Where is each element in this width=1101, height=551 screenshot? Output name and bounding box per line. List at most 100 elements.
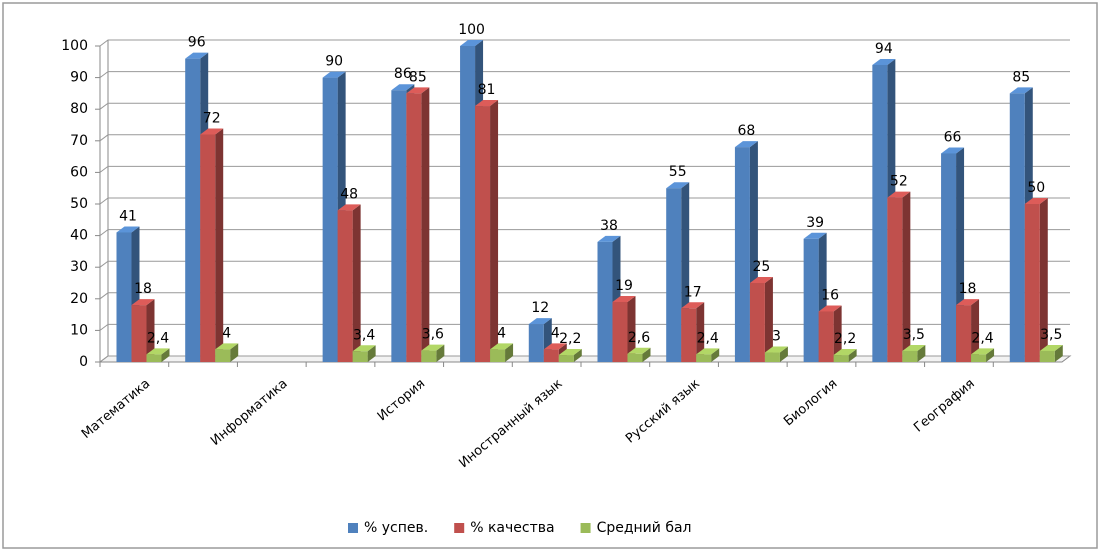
bar-side (711, 348, 720, 362)
bar-side (848, 349, 857, 362)
bar-top (956, 299, 980, 306)
data-label: 17 (684, 284, 702, 300)
bar-top (666, 182, 690, 189)
bar (421, 344, 445, 362)
data-label: 50 (1027, 180, 1045, 196)
data-label: 39 (806, 215, 824, 231)
bar (627, 347, 651, 362)
data-label: 19 (615, 278, 633, 294)
data-label: 55 (669, 164, 687, 180)
bar-front (749, 283, 765, 362)
bar-front (803, 238, 819, 362)
legend: % успев. % качества Средний бал (348, 520, 691, 536)
bar-top (597, 235, 621, 242)
data-label: 41 (119, 208, 137, 224)
bar-front (558, 355, 574, 362)
bar-top (116, 226, 140, 233)
y-tick-label: 40 (70, 228, 88, 244)
data-label: 66 (944, 129, 962, 145)
bar-top (406, 87, 430, 94)
grid-line (99, 39, 1070, 47)
bar-top (337, 204, 361, 211)
bar-top (627, 347, 651, 354)
data-label: 4 (497, 325, 506, 341)
bar-front (116, 232, 132, 362)
bar-front (1024, 204, 1040, 362)
bar-side (779, 346, 788, 362)
data-label: 2,4 (971, 330, 993, 346)
bar (612, 295, 636, 362)
bar-front (887, 197, 903, 362)
bar-top (696, 348, 720, 355)
legend-label: Средний бал (597, 520, 692, 536)
bar (200, 128, 224, 362)
bar-front (1039, 350, 1055, 362)
data-label: 94 (875, 41, 893, 57)
bar-side (505, 343, 514, 362)
bar-top (543, 343, 567, 350)
bar-front (872, 64, 888, 363)
bar-top (215, 343, 239, 350)
bar-top (612, 295, 636, 302)
data-label: 2,6 (628, 330, 650, 346)
bar (681, 302, 705, 362)
y-tick-label: 10 (70, 322, 88, 338)
bar-front (818, 311, 834, 362)
bar-front (627, 353, 643, 362)
bar (146, 348, 170, 362)
data-label: 18 (134, 281, 152, 297)
data-label: 12 (531, 300, 549, 316)
bar-top (941, 147, 965, 154)
bar-top (872, 58, 896, 65)
bar-front (1009, 93, 1025, 363)
bar-side (215, 128, 224, 362)
bar (131, 299, 155, 362)
bar-front (681, 308, 697, 362)
data-label: 100 (458, 22, 485, 38)
bar-front (833, 355, 849, 362)
bar (956, 299, 980, 362)
legend-swatch (580, 523, 591, 533)
bar-top (734, 141, 758, 148)
bar-side (1054, 344, 1063, 362)
y-tick-label: 70 (70, 133, 88, 149)
y-tick-label: 90 (70, 70, 88, 86)
bar-front (406, 93, 422, 363)
bar-side (902, 191, 911, 362)
bar-front (200, 134, 216, 362)
data-label: 25 (753, 259, 771, 275)
data-label: 3,6 (422, 327, 444, 343)
y-tick-label: 80 (70, 101, 88, 117)
bar-front (352, 351, 368, 362)
bar-top (490, 343, 514, 350)
bar-side (642, 347, 651, 362)
bar-front (391, 90, 407, 363)
bar-top (803, 232, 827, 239)
bar-front (543, 349, 559, 362)
legend-swatch (348, 523, 358, 533)
data-label: 3,5 (903, 327, 925, 343)
data-label: 4 (551, 325, 560, 341)
bar-front (597, 241, 613, 362)
bar-top (681, 302, 705, 309)
y-tick-label: 60 (70, 164, 88, 180)
bar-front (612, 301, 628, 362)
bar-top (818, 305, 842, 312)
bar-top (131, 299, 155, 306)
bar-top (1024, 198, 1048, 204)
bar-front (490, 349, 506, 362)
bar-front (185, 58, 201, 362)
data-label: 48 (340, 186, 358, 202)
bar-top (322, 71, 346, 78)
bar-top (146, 348, 170, 355)
data-label: 18 (959, 281, 977, 297)
bar-side (696, 302, 705, 362)
data-label: 85 (409, 69, 427, 85)
bar-side (367, 345, 376, 362)
data-label: 3 (772, 329, 781, 345)
y-tick-label: 0 (79, 354, 88, 370)
bar (902, 344, 926, 362)
bar-side (1039, 198, 1048, 362)
bar-side (146, 299, 155, 362)
grid-line (99, 71, 1070, 78)
